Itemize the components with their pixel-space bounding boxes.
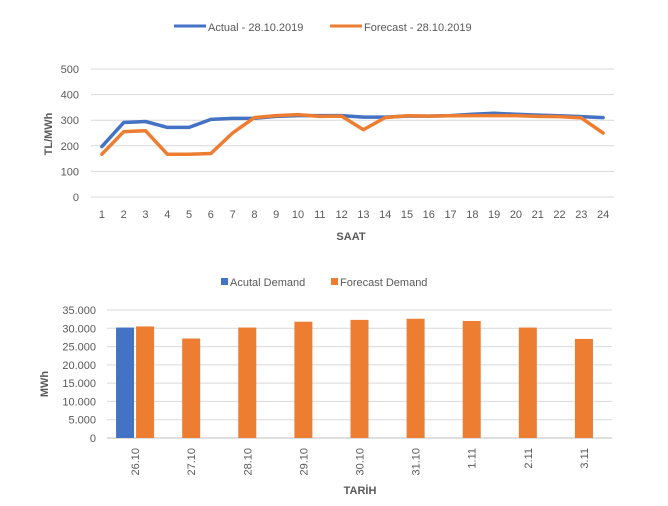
forecast-demand-bar — [136, 326, 155, 438]
x-tick-label: 1 — [99, 209, 105, 221]
forecast-demand-bar — [238, 327, 257, 438]
actual-price-line — [100, 111, 605, 149]
demand-bar-chart: Acutal Demand Forecast Demand 0 5.000 10.0… — [39, 277, 612, 497]
y-tick-label: 0 — [73, 192, 79, 204]
y-tick-label: 35.000 — [62, 305, 96, 317]
forecast-demand-bar — [462, 320, 481, 438]
y-tick-label: 0 — [90, 433, 96, 445]
price-y-axis-title: TL/MWh — [43, 112, 55, 155]
forecast-demand-bar — [406, 318, 425, 438]
x-tick-label: 20 — [510, 209, 522, 221]
x-tick-label: 10 — [292, 209, 304, 221]
x-tick-label: 16 — [423, 209, 435, 221]
y-tick-label: 500 — [61, 64, 79, 76]
forecast-price-line — [100, 112, 605, 156]
y-tick-label: 15.000 — [62, 378, 96, 390]
y-tick-label: 300 — [61, 115, 79, 127]
x-tick-label: 26.10 — [130, 448, 142, 476]
demand-legend: Acutal Demand Forecast Demand — [221, 277, 427, 289]
demand-y-axis-title: MWh — [39, 371, 51, 398]
x-tick-label: 11 — [314, 209, 325, 221]
x-tick-label: 6 — [208, 209, 214, 221]
x-tick-label: 21 — [532, 209, 544, 221]
forecast-demand-bar — [574, 338, 593, 438]
x-tick-label: 22 — [553, 209, 565, 221]
legend-actual-demand-label: Acutal Demand — [230, 277, 305, 289]
y-tick-label: 30.000 — [62, 323, 96, 335]
legend-actual-label: Actual - 28.10.2019 — [208, 22, 303, 34]
x-tick-label: 1.11 — [467, 448, 479, 469]
demand-bars — [116, 318, 593, 438]
x-tick-label: 24 — [597, 209, 609, 221]
x-tick-label: 31.10 — [411, 448, 423, 476]
actual-demand-bar — [116, 327, 135, 438]
demand-x-ticks: 26.10 27.10 28.10 29.10 30.10 31.10 1.11 2.11 3.… — [130, 448, 591, 476]
price-x-axis-title: SAAT — [336, 231, 365, 243]
x-tick-label: 17 — [444, 209, 456, 221]
legend-forecast-demand-label: Forecast Demand — [340, 277, 427, 289]
forecast-demand-bar — [518, 327, 537, 438]
x-tick-label: 3.11 — [579, 448, 591, 469]
x-tick-label: 9 — [273, 209, 279, 221]
x-tick-label: 30.10 — [355, 448, 367, 476]
x-tick-label: 2 — [121, 209, 127, 221]
y-tick-label: 400 — [61, 90, 79, 102]
x-tick-label: 12 — [335, 209, 347, 221]
forecast-demand-bar — [182, 338, 201, 438]
y-tick-label: 20.000 — [62, 360, 96, 372]
x-tick-label: 2.11 — [523, 448, 535, 469]
price-legend: Actual - 28.10.2019 Forecast - 28.10.201… — [174, 22, 472, 34]
demand-y-ticks: 0 5.000 10.000 15.000 20.000 25.000 30.000 35.0… — [62, 305, 96, 445]
x-tick-label: 23 — [575, 209, 587, 221]
price-x-ticks: 1 2 3 4 5 6 7 8 9 10 11 12 13 14 15 16 17 18 19 20 21 22 23 24 — [99, 209, 609, 221]
x-tick-label: 29.10 — [298, 448, 310, 476]
legend-forecast-demand-swatch — [331, 278, 338, 285]
price-y-ticks: 0 100 200 300 400 500 — [61, 64, 79, 204]
y-tick-label: 25.000 — [62, 342, 96, 354]
x-tick-label: 7 — [230, 209, 236, 221]
y-tick-label: 5.000 — [68, 415, 96, 427]
forecast-demand-bar — [294, 321, 313, 438]
legend-forecast-label: Forecast - 28.10.2019 — [364, 22, 472, 34]
x-tick-label: 15 — [401, 209, 413, 221]
x-tick-label: 14 — [379, 209, 391, 221]
price-gridlines — [91, 68, 614, 198]
y-tick-label: 200 — [61, 141, 79, 153]
price-series — [100, 111, 605, 156]
demand-x-axis-title: TARİH — [344, 484, 377, 497]
x-tick-label: 3 — [142, 209, 148, 221]
y-tick-label: 100 — [61, 166, 79, 178]
x-tick-label: 19 — [488, 209, 500, 221]
x-tick-label: 27.10 — [186, 448, 198, 476]
price-line-chart: Actual - 28.10.2019 Forecast - 28.10.201… — [43, 22, 614, 243]
forecast-demand-bar — [350, 319, 369, 438]
y-tick-label: 10.000 — [62, 396, 96, 408]
x-tick-label: 5 — [186, 209, 192, 221]
x-tick-label: 28.10 — [242, 448, 254, 476]
x-tick-label: 13 — [357, 209, 369, 221]
x-tick-label: 18 — [466, 209, 478, 221]
x-tick-label: 4 — [164, 209, 170, 221]
x-tick-label: 8 — [251, 209, 257, 221]
legend-actual-demand-swatch — [221, 278, 228, 285]
